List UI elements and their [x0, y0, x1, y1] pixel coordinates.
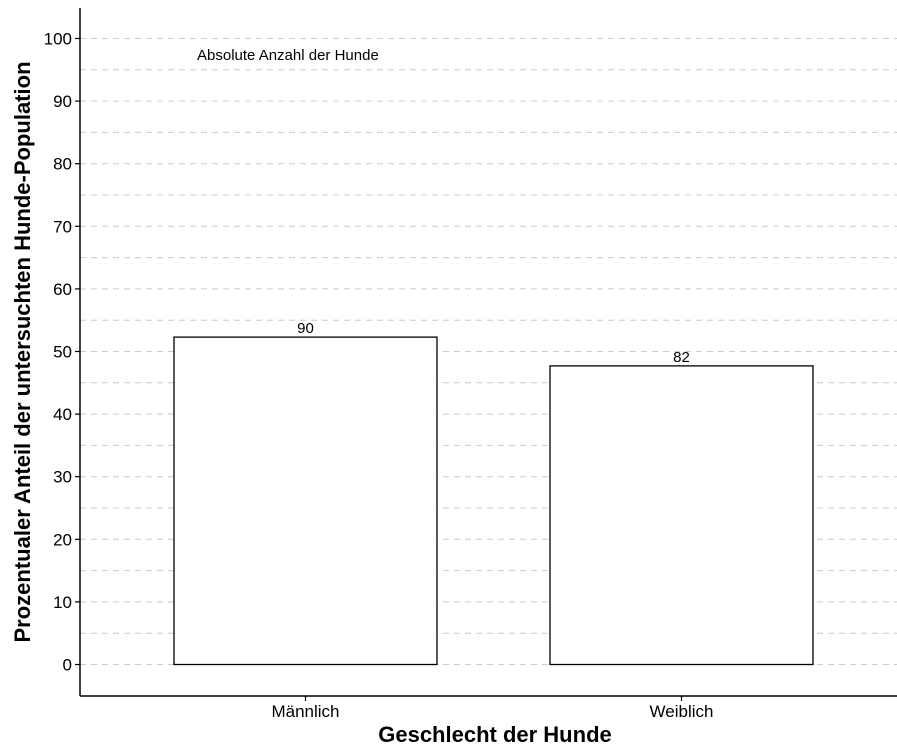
- y-tick-label: 50: [53, 343, 72, 362]
- y-tick-label: 20: [53, 530, 72, 549]
- x-tick-label: Männlich: [271, 702, 339, 721]
- y-tick-label: 30: [53, 468, 72, 487]
- x-tick-label: Weiblich: [650, 702, 714, 721]
- y-tick-label: 90: [53, 92, 72, 111]
- data-labels: 90 82: [297, 320, 690, 366]
- x-axis-title: Geschlecht der Hunde: [378, 722, 612, 747]
- y-tick-label: 40: [53, 405, 72, 424]
- bar-männlich: [173, 336, 438, 666]
- bars: [173, 336, 814, 666]
- data-label: 82: [673, 349, 690, 366]
- y-tick-label: 0: [63, 656, 72, 675]
- y-tick-label: 70: [53, 217, 72, 236]
- y-ticks: 0 10 20 30 40 50 60 70 80 90 100: [44, 30, 80, 675]
- data-label: 90: [297, 320, 314, 337]
- x-ticks: Männlich Weiblich: [271, 696, 713, 721]
- annotation-text: Absolute Anzahl der Hunde: [197, 47, 379, 64]
- y-tick-label: 60: [53, 280, 72, 299]
- y-tick-label: 10: [53, 593, 72, 612]
- y-tick-label: 80: [53, 155, 72, 174]
- y-tick-label: 100: [44, 30, 72, 49]
- bar-weiblich: [549, 365, 814, 666]
- y-axis-title: Prozentualer Anteil der untersuchten Hun…: [10, 61, 35, 642]
